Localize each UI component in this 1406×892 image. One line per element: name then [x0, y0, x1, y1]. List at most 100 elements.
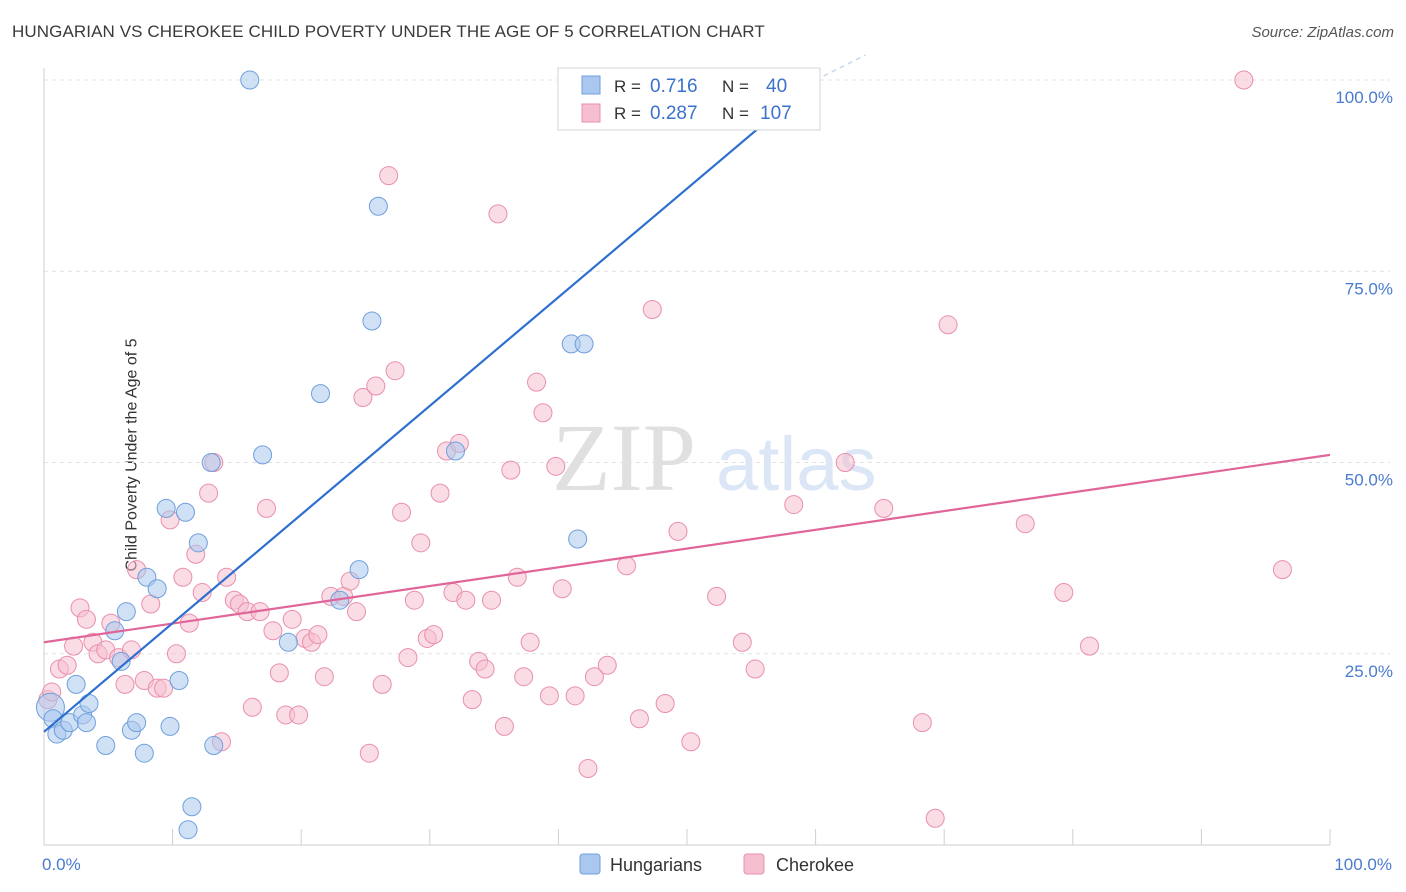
hungarian-point-34: [368, 196, 388, 216]
cherokee-point-73: [514, 667, 534, 687]
cherokee-point-78: [546, 456, 566, 476]
cherokee-point-64: [456, 590, 476, 610]
cherokee-point-22: [179, 613, 199, 633]
hungarian-point-23: [178, 820, 198, 840]
cherokee-trend-line: [43, 453, 1331, 644]
hungarian-point-25: [201, 453, 221, 472]
stats-legend-swatch-cherokee: [581, 103, 601, 123]
cherokee-point-3: [57, 655, 77, 675]
hungarian-point-32: [349, 560, 369, 580]
cherokee-point-25: [199, 483, 219, 503]
stats-r-label-2: R =: [614, 104, 641, 123]
legend-swatch-cherokee: [743, 853, 765, 875]
cherokee-point-83: [597, 655, 617, 675]
hungarian-point-14: [127, 713, 147, 733]
stats-n-value-1: 40: [766, 76, 787, 97]
cherokee-point-86: [642, 300, 662, 319]
cherokee-point-87: [655, 693, 675, 713]
legend-label-hungarians: Hungarians: [610, 855, 702, 875]
cherokee-point-77: [539, 686, 559, 706]
cherokee-point-90: [707, 586, 727, 606]
cherokee-point-39: [289, 705, 309, 725]
cherokee-point-32: [242, 697, 262, 717]
cherokee-point-96: [912, 713, 932, 733]
hungarian-point-17: [147, 579, 167, 599]
cherokee-point-52: [379, 166, 399, 186]
cherokee-point-80: [565, 686, 585, 706]
hungarian-point-7: [76, 713, 96, 733]
legend-swatch-hungarians: [579, 853, 601, 875]
hungarian-point-37: [568, 529, 588, 549]
cherokee-point-51: [372, 674, 392, 694]
cherokee-point-35: [263, 621, 283, 641]
y-tick-label-1: 50.0%: [1345, 471, 1393, 490]
cherokee-point-101: [1080, 636, 1100, 656]
cherokee-point-60: [430, 483, 450, 503]
cherokee-point-18: [154, 678, 174, 698]
cherokee-point-20: [166, 644, 186, 664]
stats-r-value-1: 0.716: [650, 76, 698, 97]
y-tick-labels: 25.0% 50.0% 75.0% 100.0%: [1335, 88, 1393, 681]
x-tick-label-min: 0.0%: [42, 855, 81, 874]
hungarian-point-5: [66, 674, 86, 694]
cherokee-point-68: [482, 590, 502, 610]
cherokee-point-54: [392, 502, 412, 522]
hungarian-point-21: [175, 502, 195, 522]
cherokee-point-67: [475, 659, 495, 679]
cherokee-point-47: [346, 602, 366, 622]
series-legend: Hungarians Cherokee: [579, 853, 854, 875]
cherokee-point-50: [366, 376, 386, 396]
cherokee-point-56: [404, 590, 424, 610]
cherokee-point-69: [488, 204, 508, 224]
stats-legend-swatch-hungarians: [581, 75, 601, 95]
hungarian-point-29: [278, 632, 298, 652]
hungarian-point-35: [446, 441, 466, 461]
stats-legend: R = 0.716 N = 40 R = 0.287 N = 107: [557, 67, 821, 131]
cherokee-point-81: [578, 759, 598, 778]
watermark: ZIP atlas: [552, 404, 877, 511]
cherokee-point-103: [1272, 560, 1292, 580]
cherokee-point-48: [353, 387, 373, 407]
cherokee-point-34: [256, 498, 276, 518]
watermark-zip: ZIP: [552, 404, 696, 511]
cherokee-point-97: [925, 808, 945, 828]
gridlines: [44, 79, 1390, 655]
hungarian-point-33: [362, 311, 382, 331]
stats-r-label-1: R =: [614, 77, 641, 96]
hungarian-point-15: [134, 743, 154, 763]
cherokee-point-85: [629, 709, 649, 729]
cherokee-point-43: [314, 667, 334, 687]
y-tick-label-0: 25.0%: [1345, 662, 1393, 681]
cherokee-point-76: [533, 403, 553, 423]
cherokee-point-57: [411, 533, 431, 553]
hungarian-point-19: [160, 716, 180, 736]
legend-label-cherokee: Cherokee: [776, 855, 854, 875]
source-label: Source: ZipAtlas.com: [1251, 24, 1394, 41]
cherokee-point-99: [1015, 514, 1035, 534]
cherokee-point-49: [359, 743, 379, 763]
cherokee-point-38: [282, 609, 302, 629]
hungarian-point-12: [116, 602, 136, 622]
hungarian-point-30: [310, 384, 330, 404]
cherokee-point-91: [732, 632, 752, 652]
hungarian-point-28: [253, 445, 273, 465]
hungarian-point-38: [574, 334, 594, 354]
y-tick-label-2: 75.0%: [1345, 279, 1393, 298]
y-tick-label-3: 100.0%: [1335, 88, 1393, 107]
x-tick-labels: 0.0% 100.0%: [42, 855, 1392, 874]
chart-title: HUNGARIAN VS CHEROKEE CHILD POVERTY UNDE…: [12, 22, 765, 41]
cherokee-point-42: [308, 625, 328, 645]
cherokee-point-75: [527, 372, 547, 392]
cherokee-point-100: [1054, 583, 1074, 603]
cherokee-point-92: [745, 659, 765, 679]
cherokee-point-72: [507, 567, 527, 587]
cherokee-point-55: [398, 648, 418, 668]
cherokee-point-71: [501, 460, 521, 480]
cherokee-point-21: [173, 567, 193, 587]
hungarian-point-27: [240, 70, 260, 90]
cherokee-point-88: [668, 521, 688, 541]
stats-n-label-2: N =: [722, 104, 749, 123]
cherokee-point-98: [938, 315, 958, 335]
hungarian-point-8: [79, 693, 99, 713]
hungarian-point-20: [169, 671, 189, 691]
